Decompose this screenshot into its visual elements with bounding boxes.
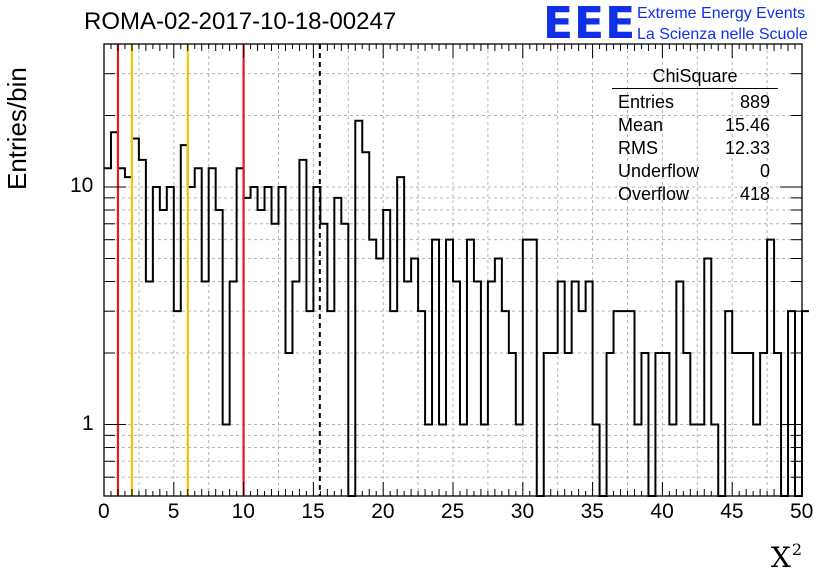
stats-row-rms: RMS 12.33 [610,137,778,160]
stats-row-mean: Mean 15.46 [610,114,778,137]
x-tick-label: 20 [371,500,395,523]
stats-label: Underflow [618,161,700,181]
x-axis-label: X2 [771,540,802,574]
stats-box: ChiSquare Entries 889 Mean 15.46 RMS 12.… [610,66,778,206]
stats-value: 418 [739,184,770,204]
stats-value: 889 [739,92,770,112]
y-axis-label: Entries/bin [2,67,32,190]
x-tick-label: 5 [167,500,180,523]
histogram-series [104,119,809,497]
logo-line-1: Extreme Energy Events [637,5,806,22]
stats-value: 12.33 [724,138,770,158]
stats-row-underflow: Underflow 0 [610,160,778,183]
stats-value: 15.46 [724,115,770,135]
x-tick-label: 15 [301,500,325,523]
x-tick-label: 50 [790,500,814,523]
y-tick-label: 1 [82,411,94,435]
x-tick-label: 25 [441,500,465,523]
x-tick-label: 10 [231,500,255,523]
chart-title: ROMA-02-2017-10-18-00247 [84,8,397,35]
stats-row-entries: Entries 889 [610,91,778,114]
stats-row-overflow: Overflow 418 [610,183,778,206]
x-axis-label-sup: 2 [791,540,802,559]
eee-logo: EEE [543,0,637,49]
x-tick-label: 40 [650,500,674,523]
stats-label: Mean [618,115,664,135]
stats-title: ChiSquare [612,66,778,89]
stats-label: Entries [618,92,675,112]
x-tick-label: 45 [720,500,744,523]
stats-label: Overflow [618,184,690,204]
x-tick-label: 0 [98,500,110,523]
x-tick-label: 35 [580,500,604,523]
y-tick-label: 10 [70,173,94,197]
stats-label: RMS [618,138,658,158]
x-axis-label-base: X [770,541,791,574]
logo-line-2: La Scienza nelle Scuole [637,26,808,43]
stats-value: 0 [759,161,770,181]
x-tick-label: 30 [510,500,535,523]
